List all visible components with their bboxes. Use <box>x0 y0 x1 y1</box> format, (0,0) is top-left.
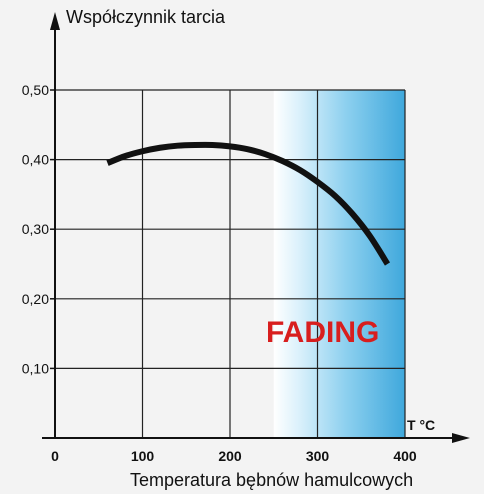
tick-labels: 0,10 0,20 0,30 0,40 0,50 0 100 200 300 400 <box>22 82 417 464</box>
fading-label: FADING <box>266 316 379 349</box>
fading-region-fill <box>273 90 405 438</box>
series-line <box>106 141 391 266</box>
x-axis-arrow <box>452 433 470 443</box>
y-tick-label: 0,50 <box>22 82 49 98</box>
y-axis-title: Współczynnik tarcia <box>66 7 226 27</box>
x-tick-label: 100 <box>131 448 155 464</box>
x-tick-label: 300 <box>306 448 330 464</box>
x-tick-label: 0 <box>51 448 59 464</box>
fading-region <box>273 90 405 438</box>
x-tick-label: 200 <box>218 448 242 464</box>
series-layer <box>106 141 391 266</box>
x-axis-title: Temperatura bębnów hamulcowych <box>130 470 413 490</box>
y-tick-label: 0,30 <box>22 221 49 237</box>
axes <box>42 12 470 443</box>
y-tick-label: 0,40 <box>22 152 49 168</box>
y-tick-label: 0,10 <box>22 360 49 376</box>
x-tick-label: 400 <box>393 448 417 464</box>
y-axis-arrow <box>50 12 60 30</box>
x-unit-label: T °C <box>407 417 435 433</box>
y-tick-label: 0,20 <box>22 291 49 307</box>
